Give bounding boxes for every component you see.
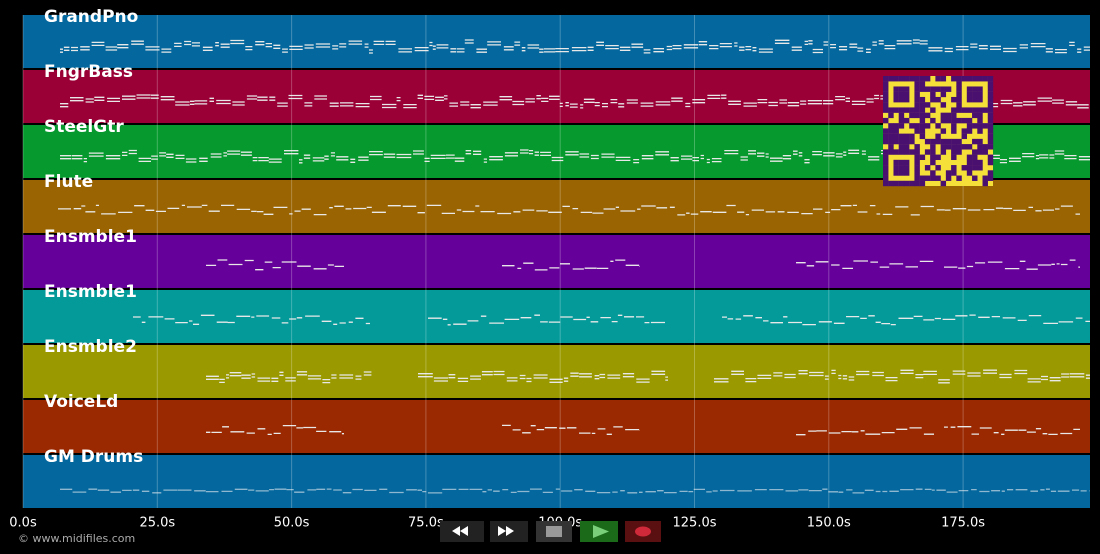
track-label: Ensmble2 xyxy=(44,337,137,357)
track-band xyxy=(23,15,1090,68)
fast-forward-button[interactable] xyxy=(490,521,528,542)
rewind-button[interactable] xyxy=(440,521,484,542)
tick-label: 0.0s xyxy=(9,516,37,531)
track-label: Ensmble1 xyxy=(44,282,137,302)
tick-label: 125.0s xyxy=(673,516,717,531)
track-band xyxy=(23,455,1090,508)
notes xyxy=(206,259,1080,271)
notes xyxy=(133,314,1090,326)
tick-label: 50.0s xyxy=(274,516,310,531)
time-axis: 0.0s25.0s50.0s75.0s100.0s125.0s150.0s175… xyxy=(9,516,985,531)
footer: © www.midifiles.com xyxy=(18,532,135,545)
stop-button[interactable] xyxy=(536,521,572,542)
notes xyxy=(206,369,1090,384)
track-label: GM Drums xyxy=(44,447,143,467)
notes xyxy=(60,488,1090,494)
notes xyxy=(58,204,1080,216)
track-band xyxy=(23,345,1090,398)
notes xyxy=(206,424,1080,436)
track-label: SteelGtr xyxy=(44,117,124,137)
qr-code xyxy=(883,76,994,187)
tick-label: 175.0s xyxy=(941,516,985,531)
transport-controls xyxy=(440,521,661,542)
track-label: Flute xyxy=(44,172,93,192)
tick-label: 75.0s xyxy=(408,516,444,531)
track-band xyxy=(23,235,1090,288)
play-button[interactable] xyxy=(580,521,618,542)
track-labels: GrandPno FngrBass SteelGtr Flute Ensmble1 Ens… xyxy=(44,7,143,467)
track-label: Ensmble1 xyxy=(44,227,137,247)
track-label: GrandPno xyxy=(44,7,138,27)
track-label: VoiceLd xyxy=(44,392,118,412)
track-band xyxy=(23,290,1090,343)
track-band xyxy=(23,400,1090,453)
tick-label: 150.0s xyxy=(807,516,851,531)
record-button[interactable] xyxy=(625,521,661,542)
tick-label: 25.0s xyxy=(139,516,175,531)
notes xyxy=(60,39,1090,54)
track-label: FngrBass xyxy=(44,62,133,82)
